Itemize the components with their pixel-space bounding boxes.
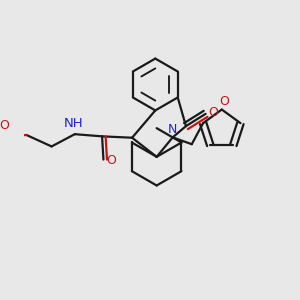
Text: O: O [106, 154, 116, 167]
Text: NH: NH [64, 117, 83, 130]
Text: O: O [0, 119, 9, 133]
Text: N: N [168, 123, 177, 136]
Text: O: O [219, 95, 229, 108]
Text: O: O [208, 106, 218, 119]
